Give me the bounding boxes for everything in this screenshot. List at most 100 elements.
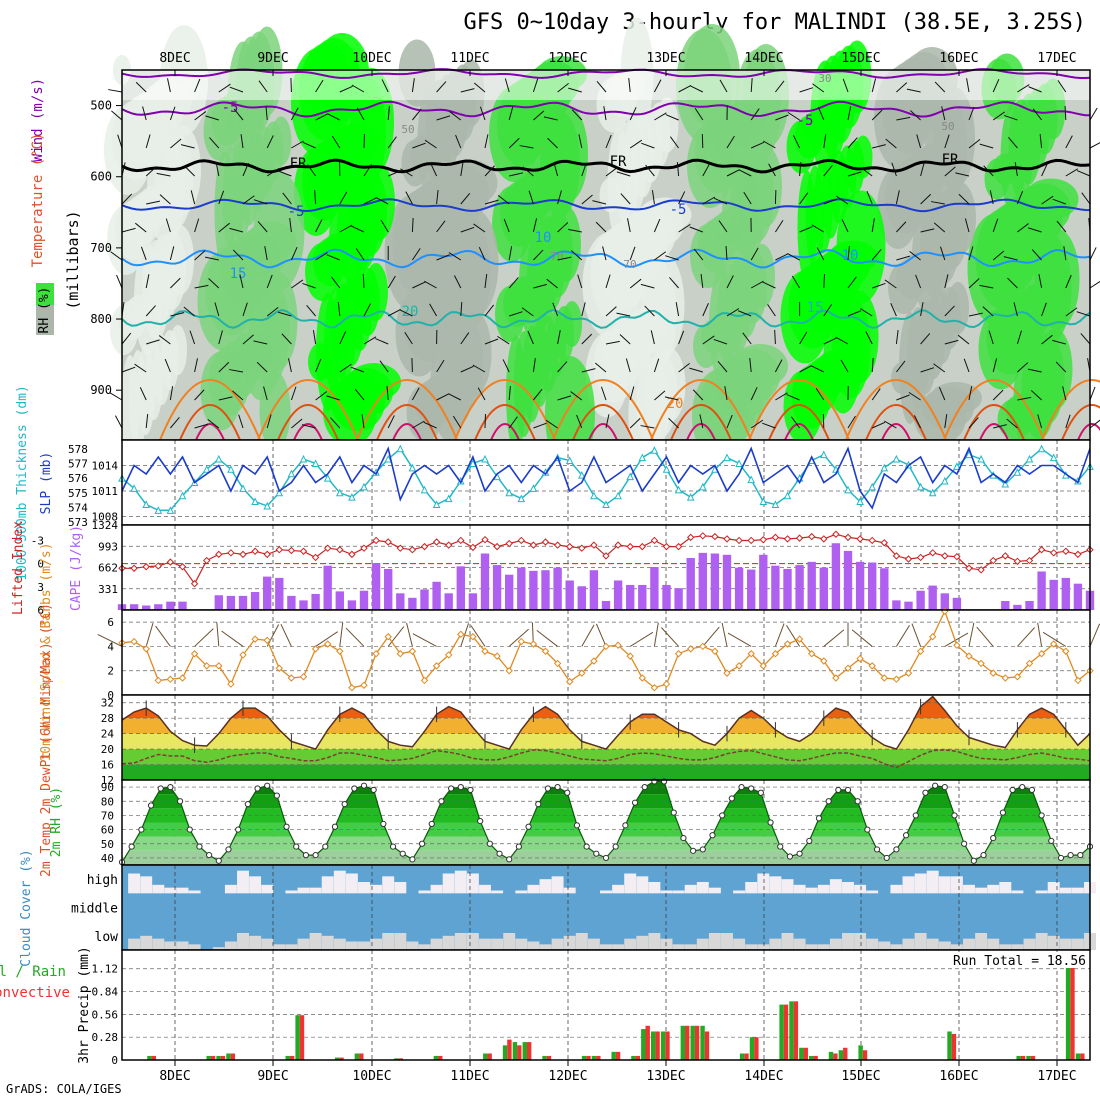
- low-cloud-bar: [1047, 935, 1060, 950]
- cape-bar: [662, 584, 671, 610]
- thickness-point: [166, 506, 175, 514]
- precip-total-bar: [838, 1050, 844, 1060]
- upper-wind-barb: [787, 252, 800, 261]
- upper-wind-barb: [497, 335, 510, 345]
- upper-wind-barb: [315, 79, 324, 93]
- upper-wind-barb: [266, 274, 273, 289]
- upper-wind-barb: [424, 280, 437, 289]
- low-cloud-bar: [491, 938, 504, 950]
- cape-bar: [166, 601, 175, 610]
- upper-wind-barb: [436, 393, 450, 401]
- rh-point: [157, 785, 164, 792]
- wind10m-barb: [1089, 623, 1100, 647]
- rh-point: [738, 783, 745, 791]
- upper-wind-barb: [602, 246, 607, 261]
- upper-wind-barb: [750, 280, 764, 289]
- upper-wind-barb: [355, 248, 365, 261]
- cape-bar: [638, 584, 647, 610]
- upper-wind-barb: [955, 172, 970, 177]
- low-cloud-bar: [418, 944, 431, 950]
- high-cloud-bar: [527, 884, 540, 894]
- upper-wind-barb: [726, 169, 740, 177]
- upper-wind-barb: [190, 190, 196, 205]
- high-cloud-bar: [333, 870, 346, 894]
- cape-bar: [323, 565, 332, 610]
- wind10m-point: [723, 669, 731, 677]
- upper-wind-barb: [993, 424, 1007, 429]
- upper-wind-barb: [787, 111, 800, 121]
- upper-wind-barb: [775, 392, 788, 401]
- upper-wind-barb: [509, 172, 523, 177]
- rh-point: [1057, 854, 1065, 862]
- upper-wind-barb: [330, 417, 341, 429]
- upper-wind-barb: [653, 358, 660, 373]
- upper-wind-barb: [1041, 334, 1053, 345]
- upper-wind-barb: [968, 386, 973, 401]
- precip-total-bar: [581, 1055, 587, 1060]
- cape-bar: [783, 568, 792, 610]
- upper-wind-barb: [411, 248, 421, 261]
- upper-wind-barb: [1089, 142, 1100, 149]
- cape-bar: [855, 561, 865, 610]
- upper-wind-barb: [266, 167, 280, 177]
- lifted-index-point: [1037, 546, 1046, 554]
- precip-total-bar: [828, 1051, 834, 1060]
- rh-point: [235, 826, 242, 833]
- precip-convective-bar: [615, 1051, 621, 1060]
- upper-wind-barb: [399, 309, 413, 317]
- precip-convective-bar: [694, 1025, 700, 1060]
- upper-wind-barb: [717, 360, 728, 373]
- upper-wind-barb: [738, 310, 752, 317]
- upper-wind-barb: [1017, 223, 1029, 233]
- cape-bar: [565, 580, 574, 610]
- upper-wind-barb: [387, 106, 390, 121]
- upper-wind-barb: [257, 221, 268, 233]
- upper-wind-barb: [896, 394, 910, 401]
- upper-wind-barb: [229, 227, 244, 233]
- upper-wind-barb: [504, 78, 510, 93]
- upper-wind-barb: [625, 358, 631, 373]
- upper-wind-barb: [460, 162, 464, 177]
- upper-wind-barb: [363, 163, 373, 177]
- precip-total-bar: [285, 1055, 290, 1060]
- wind10m-point: [844, 664, 852, 672]
- precip-total-bar: [1075, 1053, 1081, 1060]
- upper-wind-barb: [891, 162, 897, 177]
- rh-contour-fill: [256, 271, 298, 371]
- precip-convective-bar: [517, 1045, 522, 1060]
- lifted-index-point: [662, 542, 671, 551]
- lifted-index-point: [481, 535, 489, 544]
- wind10m-point: [795, 635, 804, 643]
- upper-wind-barb: [165, 218, 171, 233]
- upper-wind-barb: [503, 218, 510, 233]
- rh-contour-fill: [652, 347, 686, 423]
- isotherm-20-arch: [356, 379, 458, 441]
- wind10m-barb: [721, 622, 728, 647]
- temp-band: [122, 749, 1090, 765]
- upper-wind-barb: [799, 331, 808, 345]
- wind-axis-label: Wind (m/s): [30, 78, 46, 162]
- upper-wind-barb: [1014, 162, 1018, 177]
- thickness-point: [856, 497, 864, 506]
- isotherm-minus5: [121, 100, 1091, 118]
- upper-wind-barb: [693, 248, 704, 261]
- cape-bar: [505, 574, 514, 610]
- high-cloud-bar: [418, 890, 431, 894]
- rh-contour-fill: [270, 116, 292, 166]
- upper-wind-barb: [315, 358, 322, 373]
- high-cloud-bar: [551, 876, 564, 894]
- upper-wind-barb: [484, 165, 495, 177]
- upper-wind-barb: [400, 168, 413, 177]
- high-cloud-bar: [612, 884, 625, 894]
- upper-wind-barb: [629, 278, 642, 289]
- cape-bar: [480, 553, 490, 610]
- upper-wind-barb: [694, 107, 704, 121]
- low-cloud-bar: [164, 941, 177, 950]
- upper-wind-barb: [654, 251, 667, 261]
- pressure-tick-label: 600: [90, 170, 112, 184]
- upper-wind-barb: [916, 134, 922, 149]
- rh-point: [980, 851, 987, 859]
- high-cloud-bar: [999, 882, 1012, 894]
- upper-wind-barb: [281, 333, 292, 345]
- cape-bar: [371, 563, 381, 610]
